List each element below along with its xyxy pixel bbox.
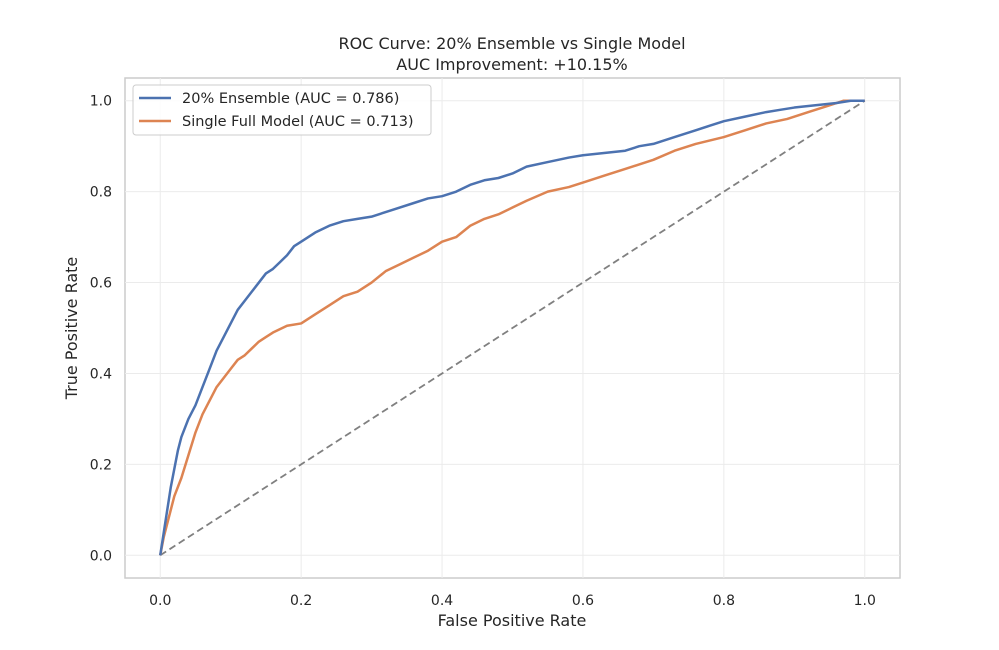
y-tick-label: 0.2: [90, 457, 112, 473]
x-tick-label: 0.8: [713, 593, 735, 609]
series-line-single: [159, 99, 865, 556]
legend-label-single: Single Full Model (AUC = 0.713): [182, 114, 414, 130]
y-tick-label: 1.0: [90, 94, 112, 110]
x-axis-label: False Positive Rate: [438, 611, 587, 630]
grid: [125, 78, 900, 578]
chart-subtitle: AUC Improvement: +10.15%: [396, 55, 627, 74]
legend-box: [132, 84, 432, 136]
x-tick-label: 0.6: [572, 593, 594, 609]
y-tick-label: 0.4: [90, 366, 112, 382]
x-tick-label: 0.2: [290, 593, 312, 609]
x-tick-label: 0.4: [431, 593, 453, 609]
x-tick-label: 1.0: [854, 593, 876, 609]
y-axis-label: True Positive Rate: [62, 257, 81, 401]
ticks: 0.0 0.2 0.4 0.6 0.8 1.0 0.0 0.2 0.4 0.6 0.8 1.0: [90, 94, 876, 609]
x-tick-label: 0.0: [149, 593, 171, 609]
series-line-ensemble: [158, 99, 865, 556]
y-tick-label: 0.6: [90, 276, 112, 292]
chart-title: ROC Curve: 20% Ensemble vs Single Model: [338, 34, 685, 53]
y-tick-label: 0.0: [90, 548, 112, 564]
legend: 20% Ensemble (AUC = 0.786) Single Full M…: [132, 84, 432, 136]
legend-label-ensemble: 20% Ensemble (AUC = 0.786): [182, 91, 399, 107]
diagonal-reference-line: [159, 99, 866, 557]
y-tick-label: 0.8: [90, 185, 112, 201]
series-lines: [158, 99, 866, 557]
